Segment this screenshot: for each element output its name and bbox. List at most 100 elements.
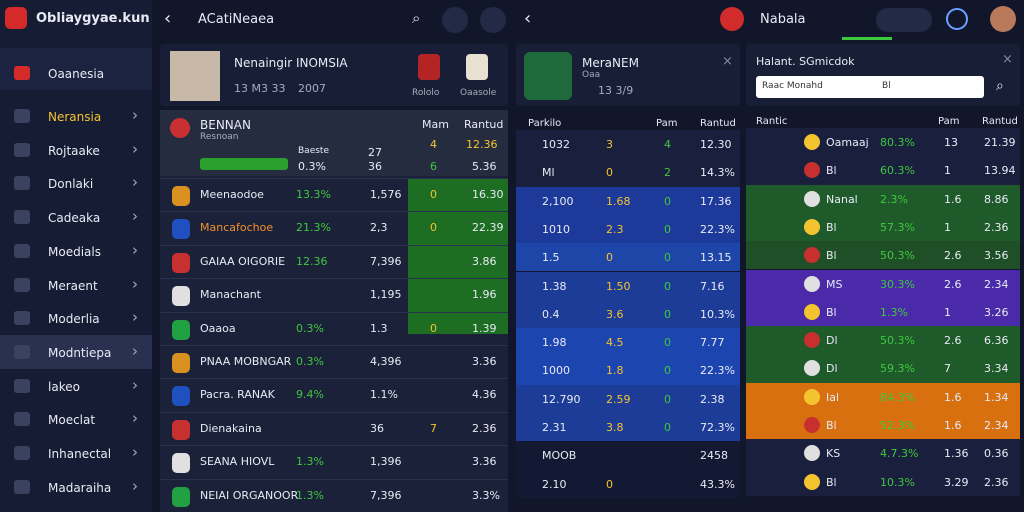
nav-icon xyxy=(14,412,30,427)
nav-item: lakeo xyxy=(48,379,80,394)
team-badge xyxy=(804,303,820,320)
cell: 4.36 xyxy=(472,388,497,402)
cell: 5.36 xyxy=(472,160,497,173)
search-input[interactable] xyxy=(756,76,984,98)
cell: 7.77 xyxy=(700,336,725,350)
cell: 3.6 xyxy=(606,307,624,321)
cell: 1.8 xyxy=(606,364,624,378)
cell: Dl xyxy=(826,334,838,348)
team-badge xyxy=(804,247,820,264)
row-divider xyxy=(160,244,508,246)
chevron[interactable]: › xyxy=(132,106,138,124)
back-button[interactable]: ‹ xyxy=(524,8,532,29)
cell: 1.50 xyxy=(606,279,631,293)
cell: 1 xyxy=(944,164,951,178)
cell: 6.36 xyxy=(984,334,1009,348)
cell: Ml xyxy=(542,166,555,180)
row-divider xyxy=(160,278,508,280)
chevron[interactable]: › xyxy=(132,375,138,394)
cell: 36 xyxy=(368,160,382,173)
icon-button[interactable] xyxy=(442,7,468,33)
cell: 1,195 xyxy=(370,288,402,302)
team-badge xyxy=(804,417,820,433)
team-badge xyxy=(804,360,820,377)
cell: 36 xyxy=(370,421,384,435)
cell: 7,396 xyxy=(370,488,402,502)
alert-icon[interactable] xyxy=(720,7,744,31)
player-meta: 13 M3 33 xyxy=(234,82,286,95)
cell: 1.3 xyxy=(370,321,388,335)
search-button[interactable]: ⌕ xyxy=(996,78,1004,94)
profile-photo xyxy=(170,51,220,101)
chevron[interactable]: › xyxy=(132,308,138,327)
nav-icon xyxy=(14,109,30,123)
nav-item: Inhanectal xyxy=(48,447,112,461)
panel-title: Nabala xyxy=(760,12,806,27)
cell: 3.34 xyxy=(984,362,1009,376)
row xyxy=(516,243,740,272)
cell: 1.38 xyxy=(542,279,567,293)
cell: 10.3% xyxy=(700,307,735,321)
page-title: ACatiNeaea xyxy=(198,12,275,27)
icon-button[interactable] xyxy=(946,8,968,30)
badge-label: Rololo xyxy=(412,88,440,98)
row xyxy=(746,326,1020,355)
chevron[interactable]: › xyxy=(132,207,138,226)
team-badge xyxy=(172,186,190,206)
player-name: Nenaingir INOMSIA xyxy=(234,56,348,70)
close-button[interactable]: × xyxy=(1002,52,1013,67)
team-badge xyxy=(172,453,190,474)
row-divider xyxy=(160,411,508,413)
search-button[interactable]: ⌕ xyxy=(412,9,421,27)
chevron[interactable]: › xyxy=(132,240,138,259)
cell: 3.86 xyxy=(472,254,497,268)
chevron[interactable]: › xyxy=(132,443,138,461)
cell: 1.6 xyxy=(944,192,962,206)
nav-item: Cadeaka xyxy=(48,211,101,226)
team-name: Dienakaina xyxy=(200,421,262,435)
row xyxy=(516,356,740,385)
nav-item: Moderlia xyxy=(48,312,100,327)
cell: 0 xyxy=(606,477,613,491)
team-badge xyxy=(172,319,190,340)
chevron[interactable]: › xyxy=(132,476,138,495)
team-badge xyxy=(804,162,820,179)
cell: 1 xyxy=(944,305,951,319)
close-button[interactable]: × xyxy=(722,54,733,69)
back-button[interactable]: ‹ xyxy=(164,8,172,29)
cell: 7.16 xyxy=(700,279,725,293)
chevron[interactable]: › xyxy=(132,409,138,428)
team-name: NEIAI ORGANOOR xyxy=(200,488,299,502)
cell: 1.36 xyxy=(944,447,969,461)
cell: 59.3% xyxy=(880,362,915,376)
toggle[interactable] xyxy=(876,8,932,32)
row xyxy=(516,328,740,357)
nav-item: Rojtaake xyxy=(48,143,100,158)
nav-item: Donlaki xyxy=(48,177,94,192)
nav-item: Oaanesia xyxy=(48,67,105,81)
nav-item: Modntiepa xyxy=(48,345,112,360)
chevron[interactable]: › xyxy=(132,341,138,360)
row xyxy=(746,156,1020,185)
icon-button[interactable] xyxy=(480,7,506,33)
team-badge xyxy=(172,252,190,273)
cell: 2.3% xyxy=(880,192,908,206)
chevron[interactable]: › xyxy=(132,139,138,158)
cell: 1 xyxy=(944,220,951,234)
cell: 12.36 xyxy=(296,254,328,268)
row-divider xyxy=(160,478,508,480)
cell: 2458 xyxy=(700,449,728,463)
cell: 3.3% xyxy=(472,488,500,502)
cell: 2.38 xyxy=(700,392,725,406)
cell: 3.36 xyxy=(472,355,497,368)
cell: 13 xyxy=(944,136,958,149)
chevron[interactable]: › xyxy=(132,274,138,293)
cell: 2.6 xyxy=(944,277,962,291)
chevron[interactable]: › xyxy=(132,173,138,192)
cell: 4,396 xyxy=(370,355,402,368)
cell: Dl xyxy=(826,362,838,376)
avatar[interactable] xyxy=(990,6,1016,32)
cell: 1032 xyxy=(542,138,570,151)
cell: 1.6 xyxy=(944,419,962,432)
row-divider xyxy=(160,445,508,447)
